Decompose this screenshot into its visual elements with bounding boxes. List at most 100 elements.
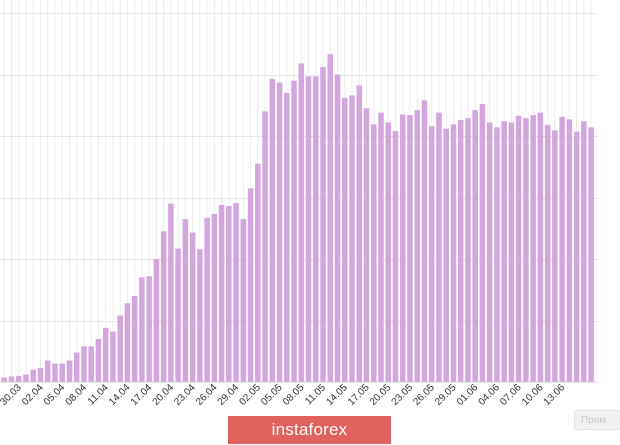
bar-23.05[interactable] bbox=[407, 115, 413, 382]
x-tick-label: 29.05 bbox=[433, 382, 459, 408]
x-tick-label: 05.04 bbox=[42, 382, 68, 408]
bar-25.04[interactable] bbox=[204, 217, 210, 382]
bar-06.04[interactable] bbox=[66, 360, 73, 382]
bar-02.06[interactable] bbox=[479, 104, 486, 383]
bar-16.04[interactable] bbox=[139, 277, 145, 382]
bar-15.04[interactable] bbox=[131, 295, 138, 382]
bar-30.04[interactable] bbox=[240, 219, 247, 382]
bar-08.04[interactable] bbox=[81, 346, 87, 382]
bar-31.05[interactable] bbox=[465, 118, 471, 383]
bar-04.06[interactable] bbox=[494, 127, 500, 382]
bar-29.05[interactable] bbox=[450, 124, 457, 382]
bar-12.04[interactable] bbox=[110, 331, 116, 382]
bar-13.06[interactable] bbox=[559, 116, 565, 382]
x-tick-label: 29.04 bbox=[216, 382, 242, 408]
bar-26.05[interactable] bbox=[428, 126, 435, 382]
bar-14.04[interactable] bbox=[124, 303, 131, 382]
x-tick-label: 17.05 bbox=[346, 382, 372, 408]
bar-02.05[interactable] bbox=[255, 163, 261, 382]
bar-02.04[interactable] bbox=[37, 367, 44, 382]
bar-31.03[interactable] bbox=[23, 374, 29, 382]
bar-28.04[interactable] bbox=[226, 206, 232, 382]
bar-16.05[interactable] bbox=[356, 85, 363, 382]
instaforex-watermark: instaforex bbox=[228, 416, 391, 444]
corner-button[interactable]: Прим bbox=[574, 410, 620, 430]
x-tick-label: 20.04 bbox=[151, 382, 177, 408]
x-tick-label: 20.05 bbox=[368, 382, 394, 408]
bar-03.04[interactable] bbox=[44, 360, 51, 382]
bar-13.05[interactable] bbox=[334, 74, 341, 383]
bar-17.04[interactable] bbox=[146, 276, 152, 382]
bar-19.05[interactable] bbox=[378, 112, 384, 382]
bar-01.06[interactable] bbox=[472, 110, 478, 383]
bar-09.04[interactable] bbox=[88, 346, 94, 382]
bar-05.06[interactable] bbox=[501, 121, 507, 383]
bar-01.05[interactable] bbox=[247, 188, 254, 382]
bar-27.05[interactable] bbox=[436, 112, 442, 382]
bar-21.05[interactable] bbox=[392, 131, 399, 382]
bar-22.04[interactable] bbox=[182, 219, 189, 382]
bar-20.04[interactable] bbox=[168, 203, 174, 382]
x-tick-label: 23.05 bbox=[390, 382, 416, 408]
bar-28.05[interactable] bbox=[443, 128, 449, 382]
bar-10.04[interactable] bbox=[95, 338, 102, 382]
bar-01.04[interactable] bbox=[30, 369, 36, 382]
x-tick-label: 14.04 bbox=[107, 382, 133, 408]
bar-05.04[interactable] bbox=[59, 363, 65, 382]
bar-09.06[interactable] bbox=[530, 115, 536, 382]
bar-12.06[interactable] bbox=[552, 130, 558, 382]
bar-20.05[interactable] bbox=[385, 122, 391, 382]
bar-18.05[interactable] bbox=[371, 124, 377, 382]
x-tick-label: 26.04 bbox=[194, 382, 220, 408]
bar-14.05[interactable] bbox=[342, 97, 348, 383]
bar-06.05[interactable] bbox=[284, 92, 290, 382]
bar-30.05[interactable] bbox=[457, 120, 464, 382]
bar-26.04[interactable] bbox=[211, 214, 218, 382]
bar-21.04[interactable] bbox=[175, 248, 181, 382]
bar-10.05[interactable] bbox=[313, 76, 319, 382]
bar-29.04[interactable] bbox=[233, 203, 239, 382]
bar-22.05[interactable] bbox=[399, 114, 406, 382]
bar-11.04[interactable] bbox=[102, 327, 109, 382]
bar-14.06[interactable] bbox=[566, 119, 573, 383]
bar-24.05[interactable] bbox=[414, 110, 420, 383]
bar-07.06[interactable] bbox=[515, 115, 522, 382]
bar-13.04[interactable] bbox=[117, 315, 123, 382]
bar-04.04[interactable] bbox=[52, 363, 58, 382]
bar-09.05[interactable] bbox=[305, 76, 312, 382]
bar-03.05[interactable] bbox=[262, 111, 268, 383]
x-tick-label: 30.03 bbox=[0, 382, 24, 408]
bar-08.05[interactable] bbox=[298, 63, 305, 383]
bar-05.05[interactable] bbox=[276, 82, 283, 383]
bar-06.06[interactable] bbox=[508, 122, 515, 382]
bar-30.03[interactable] bbox=[15, 375, 22, 382]
x-tick-label: 07.06 bbox=[498, 382, 524, 408]
bar-12.05[interactable] bbox=[327, 54, 334, 382]
bar-16.06[interactable] bbox=[581, 121, 587, 383]
bar-25.05[interactable] bbox=[421, 100, 428, 382]
bar-23.04[interactable] bbox=[189, 232, 196, 382]
bar-series bbox=[1, 54, 594, 383]
bar-11.06[interactable] bbox=[544, 124, 551, 383]
bar-04.05[interactable] bbox=[269, 78, 276, 382]
bar-08.06[interactable] bbox=[523, 118, 529, 383]
bar-10.06[interactable] bbox=[537, 112, 544, 382]
bar-07.04[interactable] bbox=[73, 352, 80, 382]
corner-button-label: Прим bbox=[581, 414, 607, 426]
bar-19.04[interactable] bbox=[160, 231, 167, 382]
bar-28.03[interactable] bbox=[1, 377, 8, 382]
bar-15.06[interactable] bbox=[573, 131, 580, 382]
bar-03.06[interactable] bbox=[486, 122, 493, 382]
x-tick-label: 08.05 bbox=[281, 382, 307, 408]
bar-18.04[interactable] bbox=[153, 259, 160, 382]
bar-29.03[interactable] bbox=[8, 376, 15, 382]
bar-07.05[interactable] bbox=[291, 80, 297, 383]
x-tick-label: 26.05 bbox=[411, 382, 437, 408]
bar-17.05[interactable] bbox=[363, 108, 370, 382]
bar-27.04[interactable] bbox=[218, 204, 225, 382]
bar-24.04[interactable] bbox=[197, 249, 203, 382]
bar-15.05[interactable] bbox=[349, 95, 355, 382]
bar-11.05[interactable] bbox=[320, 67, 326, 383]
bar-17.06[interactable] bbox=[588, 127, 594, 382]
